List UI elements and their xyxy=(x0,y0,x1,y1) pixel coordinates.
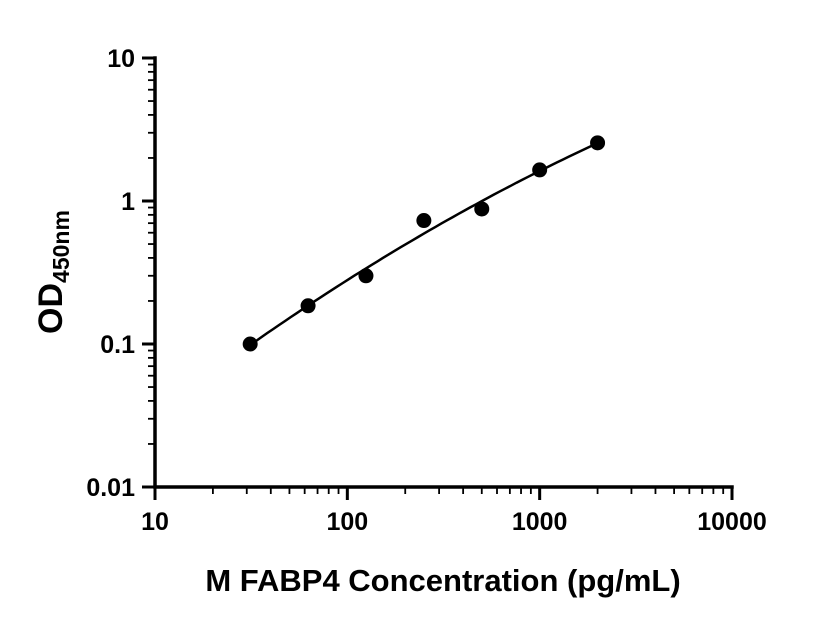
y-tick-label: 0.01 xyxy=(86,474,135,502)
x-axis-title: M FABP4 Concentration (pg/mL) xyxy=(205,563,680,598)
axis-spines xyxy=(153,56,734,489)
data-point xyxy=(590,135,606,151)
x-tick-label: 10000 xyxy=(697,508,767,536)
plot-layer: 10 100 1000 10000 0.01 0.1 1 10 xyxy=(86,45,766,536)
x-tick-label: 10 xyxy=(141,508,169,536)
x-tick-label: 100 xyxy=(326,508,368,536)
data-point xyxy=(242,336,258,352)
y-tick-label: 10 xyxy=(107,45,135,73)
data-point xyxy=(474,201,490,217)
y-axis-title-main: OD xyxy=(32,283,70,334)
data-point xyxy=(358,268,374,284)
y-axis-title: OD450nm xyxy=(32,210,74,334)
data-point xyxy=(532,162,548,178)
data-point xyxy=(300,298,316,314)
data-point xyxy=(416,213,432,229)
y-tick-label: 0.1 xyxy=(100,331,135,359)
y-tick-label: 1 xyxy=(121,188,135,216)
y-axis-title-subscript: 450nm xyxy=(48,210,74,283)
x-tick-label: 1000 xyxy=(512,508,568,536)
